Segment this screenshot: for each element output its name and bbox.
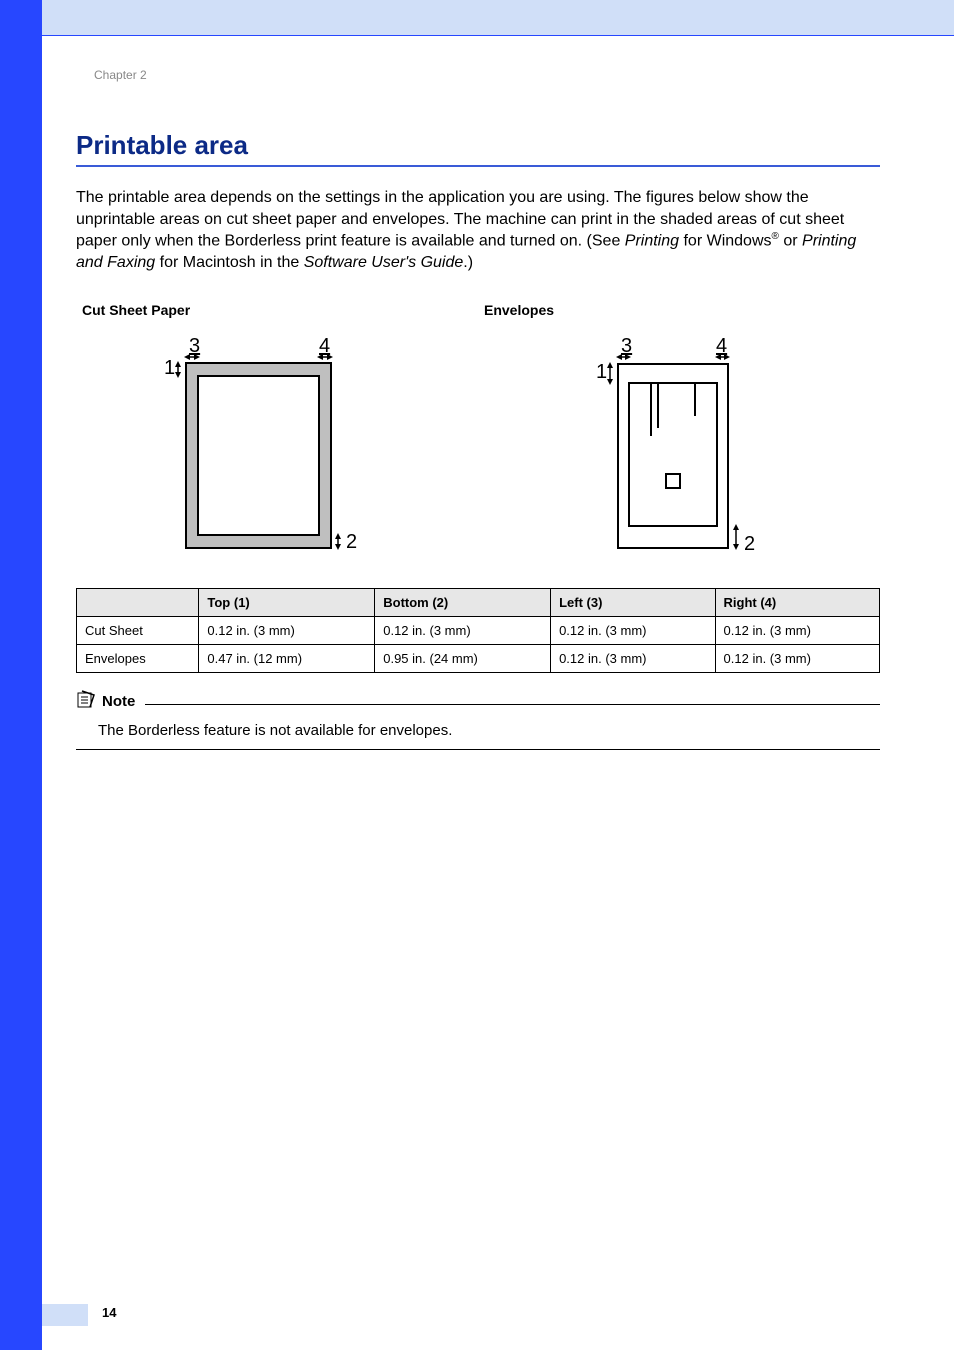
th-right: Right (4) (715, 588, 879, 616)
diagram-cutsheet-col: Cut Sheet Paper 1 3 (76, 296, 478, 558)
note-rule-top (145, 704, 880, 705)
svg-text:2: 2 (744, 533, 755, 555)
table-row: Envelopes 0.47 in. (12 mm) 0.95 in. (24 … (77, 644, 880, 672)
page: Chapter 2 Printable area The printable a… (0, 0, 954, 1350)
svg-text:1: 1 (596, 361, 607, 383)
th-top: Top (1) (199, 588, 375, 616)
cutsheet-heading: Cut Sheet Paper (82, 302, 478, 318)
section-title: Printable area (76, 130, 880, 161)
note-icon (76, 689, 96, 714)
envelopes-heading: Envelopes (484, 302, 880, 318)
note-title: Note (102, 693, 135, 710)
svg-text:1: 1 (164, 357, 175, 379)
th-blank (77, 588, 199, 616)
content-area: Chapter 2 Printable area The printable a… (76, 68, 880, 750)
td: 0.95 in. (24 mm) (375, 644, 551, 672)
td: Envelopes (77, 644, 199, 672)
chapter-label: Chapter 2 (94, 68, 880, 82)
intro-em-3: Software User's Guide (304, 254, 464, 271)
th-left: Left (3) (551, 588, 715, 616)
envelopes-diagram: 1 3 4 2 (478, 328, 880, 558)
intro-text-3: or (783, 233, 802, 250)
td: 0.12 in. (3 mm) (715, 644, 879, 672)
td: 0.12 in. (3 mm) (199, 616, 375, 644)
td: 0.12 in. (3 mm) (551, 644, 715, 672)
note-text: The Borderless feature is not available … (98, 722, 880, 739)
td: 0.47 in. (12 mm) (199, 644, 375, 672)
intro-text-4: for Macintosh in the (160, 254, 304, 271)
note-block: Note The Borderless feature is not avail… (76, 689, 880, 750)
cutsheet-diagram: 1 3 4 2 (76, 328, 478, 558)
registered-symbol: ® (772, 231, 779, 242)
note-rule-bottom (76, 749, 880, 750)
td: Cut Sheet (77, 616, 199, 644)
top-band (42, 0, 954, 36)
title-underline (76, 165, 880, 167)
note-header: Note (76, 689, 880, 714)
intro-text-2: for Windows (683, 233, 771, 250)
diagram-row: Cut Sheet Paper 1 3 (76, 296, 880, 558)
th-bottom: Bottom (2) (375, 588, 551, 616)
page-number: 14 (102, 1305, 116, 1320)
svg-text:3: 3 (189, 335, 200, 357)
page-number-bar (42, 1304, 88, 1326)
td: 0.12 in. (3 mm) (375, 616, 551, 644)
left-side-strip (0, 0, 42, 1350)
intro-paragraph: The printable area depends on the settin… (76, 187, 880, 274)
td: 0.12 in. (3 mm) (715, 616, 879, 644)
intro-em-1: Printing (625, 233, 679, 250)
svg-text:4: 4 (716, 335, 727, 357)
svg-text:4: 4 (319, 335, 330, 357)
diagram-envelopes-col: Envelopes 1 (478, 296, 880, 558)
svg-text:3: 3 (621, 335, 632, 357)
table-row: Cut Sheet 0.12 in. (3 mm) 0.12 in. (3 mm… (77, 616, 880, 644)
td: 0.12 in. (3 mm) (551, 616, 715, 644)
intro-text-5: .) (463, 254, 473, 271)
table-header-row: Top (1) Bottom (2) Left (3) Right (4) (77, 588, 880, 616)
svg-text:2: 2 (346, 531, 357, 553)
margins-table: Top (1) Bottom (2) Left (3) Right (4) Cu… (76, 588, 880, 673)
